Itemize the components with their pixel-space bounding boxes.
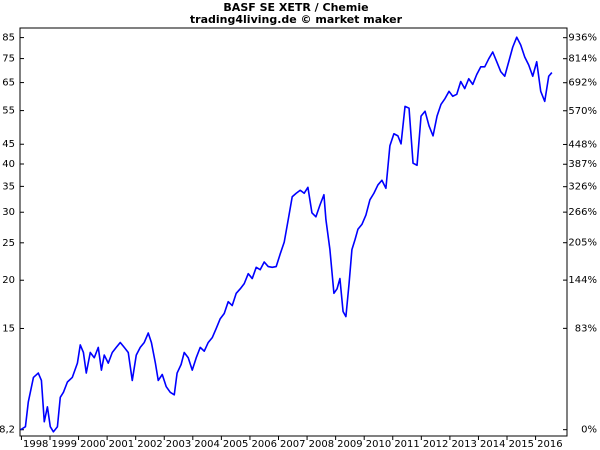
y2-tick-label: 83%	[575, 323, 597, 334]
y-tick-label: 25	[2, 238, 15, 249]
y-tick-label: 30	[2, 207, 15, 218]
y2-tick-label: 448%	[568, 139, 597, 150]
x-tick-label: 2014	[480, 439, 505, 450]
price-line	[20, 36, 553, 433]
y2-tick-label: 144%	[568, 275, 597, 286]
y-tick-label: 65	[2, 78, 15, 89]
y-tick-label: 15	[2, 323, 15, 334]
x-tick-label: 2006	[251, 439, 276, 450]
x-tick-label: 2002	[137, 439, 162, 450]
y-tick-label: 75	[2, 54, 15, 65]
chart-subtitle: trading4living.de © market maker	[190, 13, 403, 26]
x-tick-label: 2007	[280, 439, 305, 450]
x-tick-label: 2011	[394, 439, 419, 450]
y-tick-label: 20	[2, 275, 15, 286]
y-tick-label: 40	[2, 159, 15, 170]
y2-tick-label: 814%	[568, 54, 597, 65]
chart-title: BASF SE XETR / Chemie	[223, 1, 368, 14]
x-tick-label: 2008	[309, 439, 334, 450]
y-tick-label: 8,2	[0, 425, 15, 436]
y-tick-label: 85	[2, 33, 15, 44]
x-tick-label: 2012	[423, 439, 448, 450]
x-tick-label: 2001	[109, 439, 134, 450]
x-tick-label: 2016	[537, 439, 562, 450]
y-tick-label: 45	[2, 139, 15, 150]
x-tick-label: 2003	[166, 439, 191, 450]
x-tick-label: 2009	[337, 439, 362, 450]
y2-tick-label: 570%	[568, 106, 597, 117]
x-tick-label: 2004	[194, 439, 219, 450]
y2-tick-label: 936%	[568, 33, 597, 44]
y2-tick-label: 326%	[568, 182, 597, 193]
x-tick-label: 1999	[52, 439, 77, 450]
x-tick-label: 2013	[451, 439, 476, 450]
plot-frame	[19, 27, 568, 437]
x-tick-label: 2005	[223, 439, 248, 450]
y2-tick-label: 0%	[581, 425, 597, 436]
x-tick-label: 2000	[80, 439, 105, 450]
y2-tick-label: 266%	[568, 207, 597, 218]
x-tick-label: 2010	[366, 439, 391, 450]
y2-tick-label: 387%	[568, 159, 597, 170]
y2-tick-label: 205%	[568, 238, 597, 249]
x-tick-label: 1998	[23, 439, 48, 450]
y-tick-label: 55	[2, 106, 15, 117]
y-tick-label: 35	[2, 181, 15, 192]
x-tick-label: 2015	[509, 439, 534, 450]
y2-tick-label: 692%	[568, 78, 597, 89]
